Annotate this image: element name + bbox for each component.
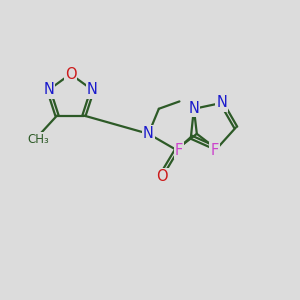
Text: N: N <box>216 95 227 110</box>
Text: O: O <box>156 169 168 184</box>
Text: O: O <box>65 67 76 82</box>
Text: N: N <box>87 82 98 98</box>
Text: N: N <box>188 101 199 116</box>
Text: F: F <box>210 143 219 158</box>
Text: N: N <box>143 126 154 141</box>
Text: F: F <box>175 143 183 158</box>
Text: N: N <box>43 82 54 98</box>
Text: CH₃: CH₃ <box>28 133 49 146</box>
